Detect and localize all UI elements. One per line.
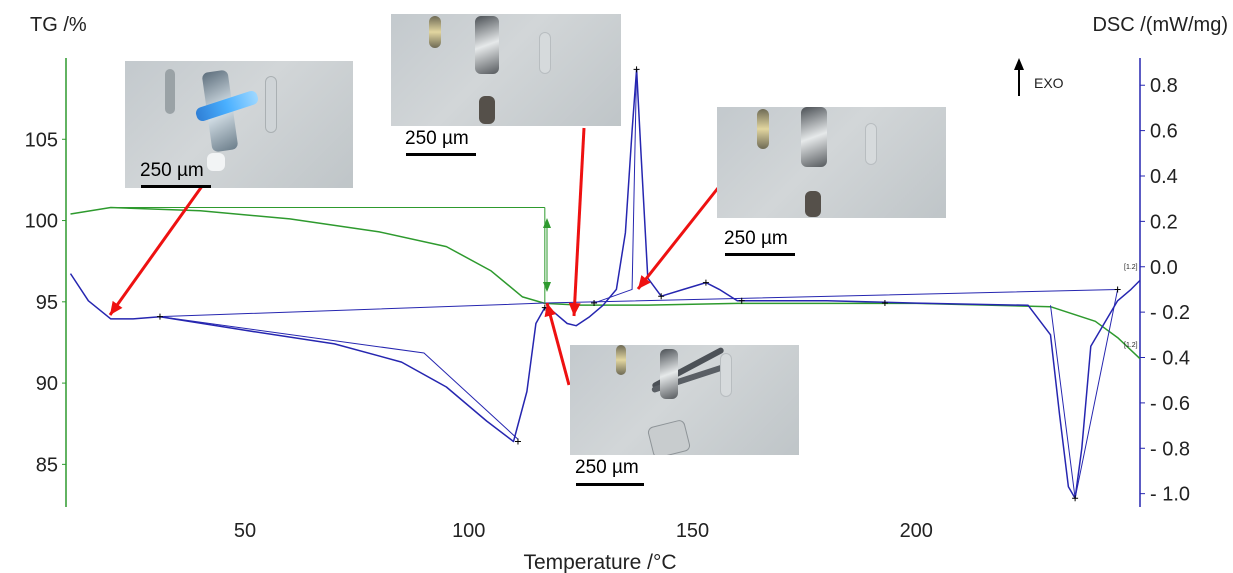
scale-bar: [725, 253, 795, 256]
data-marker: [658, 293, 665, 300]
data-marker: [514, 438, 521, 445]
dsc-baseline: [159, 316, 519, 440]
left-tick-label: 85: [36, 454, 58, 476]
axes: [62, 58, 1145, 507]
dsc-end-label: [1.2]: [1124, 264, 1138, 271]
annotation-arrow: [108, 167, 217, 316]
right-tick-label: - 0.2: [1150, 302, 1190, 324]
x-axis-title: Temperature /°C: [523, 551, 676, 573]
exo-label: EXO: [1034, 75, 1064, 91]
scale-label: 250 µm: [724, 228, 788, 249]
exo-arrowhead: [1014, 58, 1024, 70]
scale-label: 250 µm: [575, 457, 639, 478]
y-right-axis-title: DSC /(mW/mg): [1092, 14, 1228, 36]
micrograph-inset: [717, 107, 946, 218]
scale-bar: [406, 153, 476, 156]
series-group: [69, 66, 1141, 502]
left-tick-label: 100: [25, 211, 58, 233]
left-tick-label: 95: [36, 292, 58, 314]
annotation-arrow: [545, 302, 571, 386]
labels: 85 90 95 100 105 0.8 0.6 0.4 0.2 0.0 - 0.2 - 0.4 - 0…: [25, 14, 1228, 573]
x-tick-label: 200: [900, 520, 933, 542]
annotation-arrows: [108, 127, 720, 386]
right-tick-label: - 1.0: [1150, 484, 1190, 506]
mass-loss-arrowhead: [543, 218, 551, 228]
x-tick-label: 150: [676, 520, 709, 542]
dsc-curve: [69, 68, 1141, 499]
scale-label: 250 µm: [405, 128, 469, 149]
x-tick-label: 100: [452, 520, 485, 542]
mass-loss-arrowhead: [543, 282, 551, 292]
dsc-baseline: [1050, 289, 1119, 499]
right-tick-label: 0.6: [1150, 121, 1178, 143]
micrograph-inset: [391, 14, 621, 126]
annotation-arrow: [636, 187, 720, 290]
tg-end-label: [1.2]: [1124, 342, 1138, 349]
right-tick-label: - 0.8: [1150, 438, 1190, 460]
dsc-baseline: [159, 288, 1118, 318]
right-tick-label: - 0.4: [1150, 348, 1190, 370]
data-marker: [633, 66, 640, 73]
right-tick-label: 0.2: [1150, 211, 1178, 233]
scale-label: 250 µm: [140, 160, 204, 181]
tg-curve: [70, 206, 1141, 360]
right-tick-label: - 0.6: [1150, 393, 1190, 415]
annotation-arrowhead: [110, 300, 123, 315]
right-tick-label: 0.8: [1150, 75, 1178, 97]
annotation-arrowhead: [638, 275, 651, 289]
left-tick-label: 90: [36, 373, 58, 395]
scale-bar: [576, 483, 644, 486]
micrograph-inset: [570, 345, 799, 455]
data-marker: [702, 279, 709, 286]
data-marker: [1114, 286, 1121, 293]
right-tick-label: 0.4: [1150, 166, 1178, 188]
annotation-arrowhead: [544, 303, 557, 318]
scale-bar: [141, 185, 211, 188]
data-marker: [738, 297, 745, 304]
dsc-baseline: [593, 69, 638, 304]
left-tick-label: 105: [25, 129, 58, 151]
right-tick-label: 0.0: [1150, 257, 1178, 279]
micrograph-inset: [125, 61, 353, 188]
data-marker: [591, 300, 598, 307]
y-left-axis-title: TG /%: [30, 14, 87, 36]
data-marker: [1072, 495, 1079, 502]
annotation-arrow: [572, 127, 586, 317]
annotation-arrowhead: [568, 302, 581, 316]
x-tick-label: 50: [234, 520, 256, 542]
data-marker: [156, 313, 163, 320]
data-marker: [881, 300, 888, 307]
